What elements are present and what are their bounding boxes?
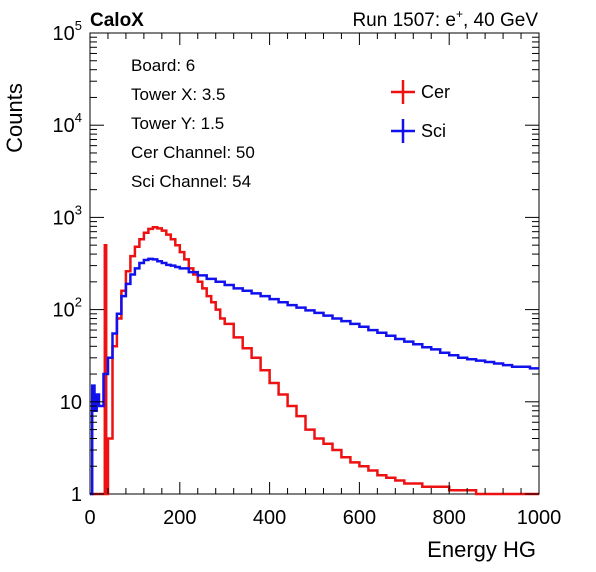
y-tick-label: 103: [53, 202, 82, 229]
y-tick-label: 105: [53, 18, 82, 45]
info-box: Board: 6 Tower X: 3.5 Tower Y: 1.5 Cer Chan…: [131, 56, 255, 191]
x-axis-title: Energy HG: [427, 537, 536, 562]
y-tick-label: 102: [53, 295, 82, 322]
series-layer: [90, 226, 539, 496]
plot-frame: [89, 32, 540, 495]
series-line-sci: [90, 257, 539, 496]
x-tick-label: 400: [253, 507, 286, 529]
legend-label: Sci: [421, 121, 446, 141]
run-label: Run 1507: e+, 40 GeV: [352, 7, 538, 31]
legend: Cer Sci: [391, 80, 450, 143]
x-tick-label: 0: [84, 507, 95, 529]
y-tick-label: 104: [53, 110, 82, 137]
info-line: Tower X: 3.5: [131, 85, 226, 104]
x-tick-label: 800: [433, 507, 466, 529]
x-axis: 0 200 400 600 800 1000: [84, 33, 561, 529]
legend-label: Cer: [421, 82, 450, 102]
brand-label: CaloX: [90, 10, 144, 31]
y-tick-label: 10: [60, 392, 82, 414]
info-line: Sci Channel: 54: [131, 172, 251, 191]
info-line: Cer Channel: 50: [131, 143, 255, 162]
info-line: Tower Y: 1.5: [131, 114, 224, 133]
info-line: Board: 6: [131, 56, 195, 75]
x-tick-label: 200: [163, 507, 196, 529]
x-tick-label: 600: [343, 507, 376, 529]
series-line-cer: [90, 226, 539, 496]
y-axis: 1 10 102 103 104 105: [53, 18, 539, 506]
y-tick-label: 1: [71, 484, 82, 506]
x-tick-label: 1000: [517, 507, 562, 529]
y-axis-title: Counts: [2, 83, 27, 153]
run-sup: +: [456, 7, 463, 21]
